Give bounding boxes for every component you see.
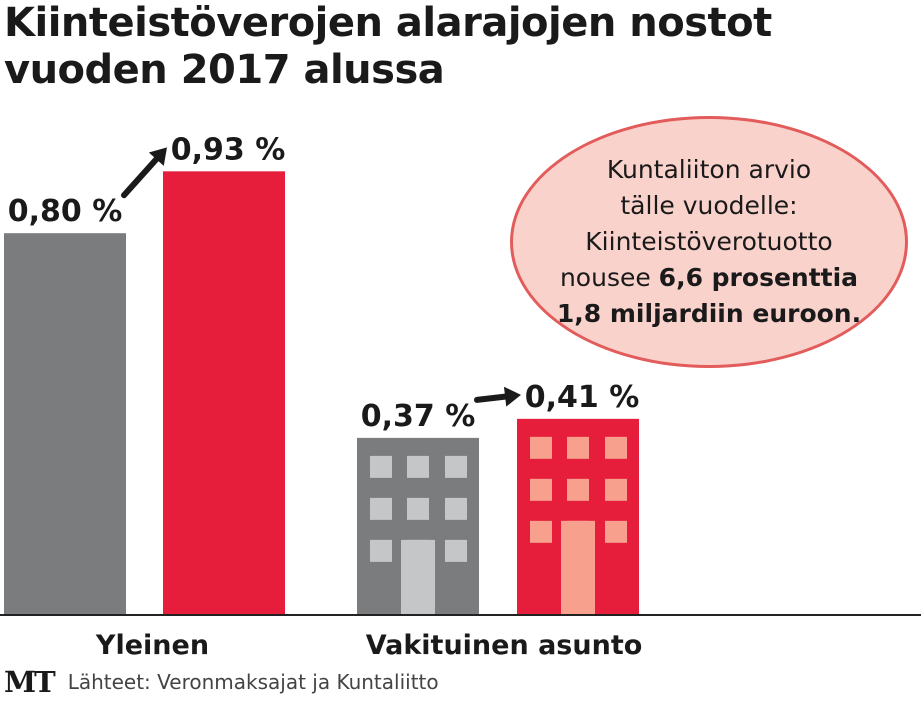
callout-bubble: Kuntaliiton arvio tälle vuodelle: Kiinte… (510, 116, 908, 368)
building-window (370, 539, 392, 562)
bar-yleinen-before (4, 233, 126, 614)
building-window (605, 478, 627, 501)
callout-line-5: 1,8 miljardiin euroon. (557, 296, 861, 332)
building-window (567, 436, 589, 459)
mt-logo: MT (4, 665, 56, 699)
building-door (561, 520, 595, 614)
value-label: 0,37 % (361, 399, 476, 434)
building-window (567, 478, 589, 501)
building-window (530, 520, 552, 543)
value-label: 0,80 % (8, 194, 123, 229)
title-line-1: Kiinteistöverojen alarajojen nostot (4, 0, 772, 46)
value-label: 0,93 % (171, 132, 286, 167)
building-window (370, 455, 392, 478)
bar-yleinen-after (163, 171, 285, 614)
building-window (530, 478, 552, 501)
category-label: Vakituinen asunto (366, 630, 643, 661)
callout-highlight-percent: 6,6 prosenttia (658, 263, 859, 292)
source-footer: MT Lähteet: Veronmaksajat ja Kuntaliitto (4, 664, 439, 700)
callout-line-3: Kiinteistöverotuotto (585, 227, 833, 256)
title-line-2: vuoden 2017 alussa (4, 47, 445, 93)
building-door (401, 539, 435, 614)
callout-line-1: Kuntaliiton arvio (606, 155, 812, 184)
building-window (605, 520, 627, 543)
building-window (370, 497, 392, 520)
building-window (605, 436, 627, 459)
building-window (407, 455, 429, 478)
category-label: Yleinen (95, 630, 209, 661)
callout-line-4: nousee 6,6 prosenttia (560, 260, 858, 296)
callout-highlight-amount: 1,8 miljardiin euroon. (556, 299, 862, 328)
building-window (530, 436, 552, 459)
increase-arrow-head (503, 386, 521, 407)
increase-arrow-head (148, 147, 167, 166)
building-window (407, 497, 429, 520)
value-label: 0,41 % (525, 380, 640, 415)
increase-arrow-shaft (121, 156, 160, 199)
callout-line-4-plain: nousee (559, 263, 659, 292)
increase-arrow-shaft (474, 393, 509, 403)
building-window (445, 455, 467, 478)
building-window (445, 539, 467, 562)
callout-line-2: tälle vuodelle: (620, 191, 798, 220)
source-text: Lähteet: Veronmaksajat ja Kuntaliitto (67, 670, 439, 694)
building-window (445, 497, 467, 520)
chart-title: Kiinteistöverojen alarajojen nostot vuod… (4, 0, 904, 94)
